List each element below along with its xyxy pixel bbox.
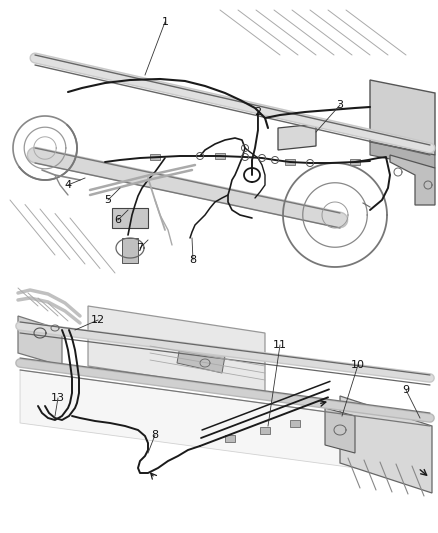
Text: 5: 5 bbox=[105, 195, 112, 205]
Polygon shape bbox=[215, 153, 225, 159]
Polygon shape bbox=[225, 435, 235, 442]
Text: 11: 11 bbox=[273, 340, 287, 350]
Text: 10: 10 bbox=[351, 360, 365, 370]
Polygon shape bbox=[370, 142, 435, 168]
Polygon shape bbox=[278, 124, 316, 150]
Text: 2: 2 bbox=[254, 107, 261, 117]
Polygon shape bbox=[122, 238, 138, 263]
Text: 6: 6 bbox=[114, 215, 121, 225]
Text: 8: 8 bbox=[190, 255, 197, 265]
Polygon shape bbox=[290, 420, 300, 427]
Polygon shape bbox=[340, 396, 432, 493]
Polygon shape bbox=[390, 155, 435, 205]
Text: 8: 8 bbox=[152, 430, 159, 440]
Polygon shape bbox=[370, 80, 435, 155]
Text: 9: 9 bbox=[403, 385, 410, 395]
Polygon shape bbox=[20, 370, 430, 478]
Polygon shape bbox=[150, 154, 160, 160]
Polygon shape bbox=[260, 427, 270, 434]
Text: 7: 7 bbox=[137, 243, 144, 253]
Polygon shape bbox=[350, 159, 360, 165]
Polygon shape bbox=[88, 306, 265, 393]
Text: 4: 4 bbox=[64, 180, 71, 190]
Text: 13: 13 bbox=[51, 393, 65, 403]
Polygon shape bbox=[325, 408, 355, 453]
Polygon shape bbox=[177, 346, 225, 373]
Text: 12: 12 bbox=[91, 315, 105, 325]
Polygon shape bbox=[18, 316, 62, 366]
Text: 1: 1 bbox=[162, 17, 169, 27]
Polygon shape bbox=[285, 159, 295, 165]
Polygon shape bbox=[112, 208, 148, 228]
Text: 3: 3 bbox=[336, 100, 343, 110]
